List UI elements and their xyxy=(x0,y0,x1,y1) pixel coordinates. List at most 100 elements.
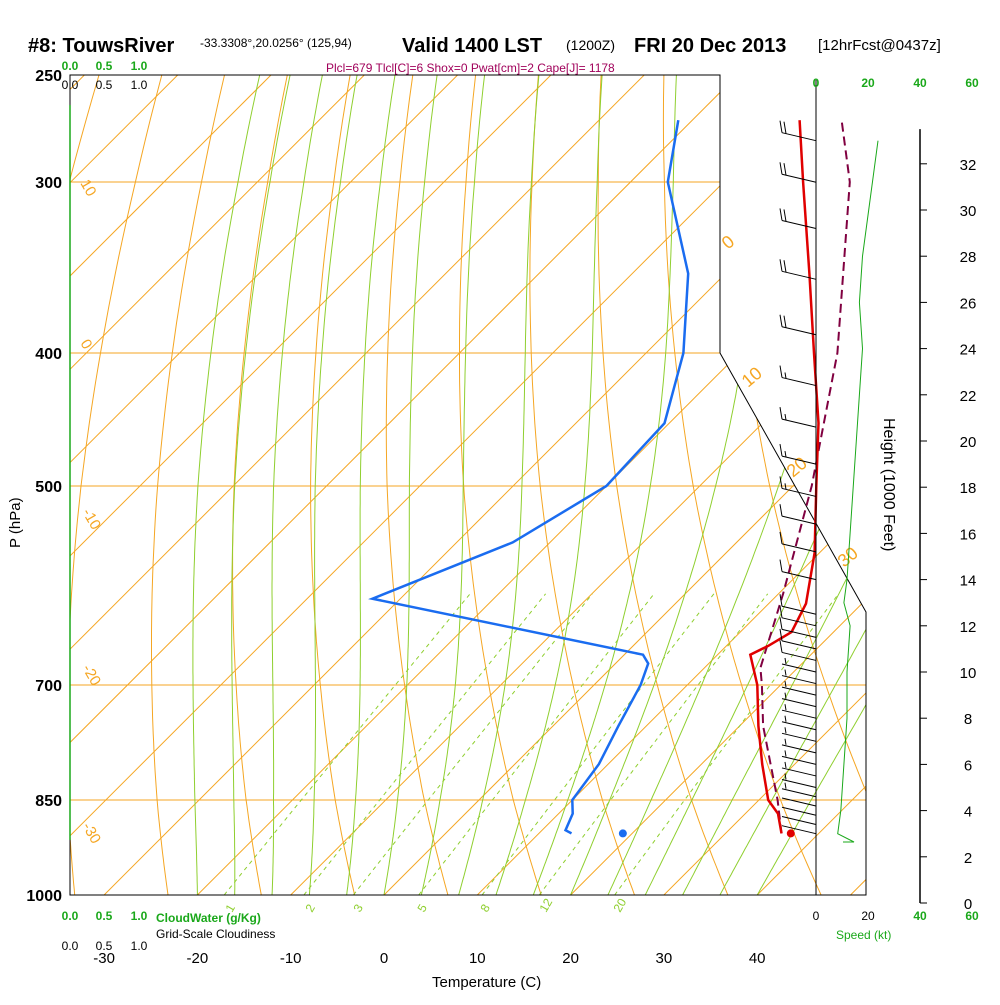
height-tick-label: 32 xyxy=(960,157,977,174)
wind-barb xyxy=(780,162,816,182)
mixing-ratio-label: 2 xyxy=(302,901,318,914)
grid-layer xyxy=(0,75,1000,895)
wind-barb xyxy=(780,407,816,427)
cloudiness-tick-label: 0.0 xyxy=(62,939,79,953)
temperature-tick-label: 40 xyxy=(749,950,766,967)
wind-barb-half-flag xyxy=(785,739,786,745)
wind-barb xyxy=(782,704,816,718)
temperature-trace xyxy=(750,120,818,833)
wind-barb-staff xyxy=(782,641,816,649)
cloudwater-tick-label: 0.0 xyxy=(62,909,79,923)
speed-tick-label: 20 xyxy=(861,909,875,923)
wind-barb-flag xyxy=(780,259,782,271)
wind-barb-staff xyxy=(782,652,816,660)
wind-barb-half-flag xyxy=(785,750,786,756)
height-tick-label: 10 xyxy=(960,665,977,682)
sounding-indices: Plcl=679 Tlcl[C]=6 Shox=0 Pwat[cm]=2 Cap… xyxy=(326,61,615,75)
wind-barb-flag xyxy=(780,560,782,572)
temperature-tick-label: 10 xyxy=(469,950,486,967)
speed-tick-label: 40 xyxy=(913,76,927,90)
cloudiness-title: Grid-Scale Cloudiness xyxy=(156,927,275,941)
wind-barb-flag xyxy=(780,315,782,327)
dry-adiabat-line xyxy=(460,75,542,895)
wind-barb-flag xyxy=(784,260,786,272)
moist-adiabat-line xyxy=(496,75,602,895)
moist-adiabat-line xyxy=(421,75,484,895)
cloudiness-tick-label: 0.5 xyxy=(96,939,113,953)
pressure-tick-label: 700 xyxy=(35,678,62,695)
wind-barb-staff xyxy=(782,606,816,614)
mixing-ratio-line xyxy=(304,594,546,895)
height-tick-label: 6 xyxy=(964,757,972,774)
height-tick-label: 28 xyxy=(960,249,977,266)
wind-barb-flag xyxy=(780,617,782,629)
wind-barb-staff xyxy=(782,733,816,741)
wind-barb-staff xyxy=(782,378,816,386)
dry-adiabat-line xyxy=(530,75,635,895)
speed-tick-label: 60 xyxy=(965,76,979,90)
isotherm-line xyxy=(0,75,458,895)
moist-adiabat-line xyxy=(683,75,1000,895)
wind-barb xyxy=(782,716,816,730)
wind-barb-half-flag xyxy=(785,670,786,676)
speed-tick-label: 20 xyxy=(861,76,875,90)
moist-adiabat-line xyxy=(571,75,764,895)
mixing-ratio-line xyxy=(482,594,714,895)
wind-barb xyxy=(782,774,816,788)
cloudiness-tick-label: 0.0 xyxy=(62,78,79,92)
surface-dewpoint-dot xyxy=(619,829,627,837)
wind-barb-staff xyxy=(782,133,816,141)
height-tick-label: 14 xyxy=(960,573,977,590)
mixing-ratio-label: 8 xyxy=(477,901,493,914)
forecast-info: [12hrFcst@0437z] xyxy=(818,37,941,54)
height-tick-label: 18 xyxy=(960,480,977,497)
wind-barb-flag xyxy=(784,163,786,175)
wind-barb xyxy=(782,783,816,797)
temperature-tick-label: 0 xyxy=(380,950,388,967)
speed-tick-label: 60 xyxy=(965,909,979,923)
isotherm-line xyxy=(384,75,1000,895)
mixing-ratio-line xyxy=(353,594,592,895)
dry-adiabat-label: 10 xyxy=(77,177,100,200)
cloudwater-title: CloudWater (g/Kg) xyxy=(156,911,261,925)
height-tick-label: 26 xyxy=(960,295,977,312)
wind-barb xyxy=(782,798,816,806)
mixing-ratio-label: 12 xyxy=(536,896,555,915)
wind-barb-flag xyxy=(780,444,782,456)
height-tick-label: 12 xyxy=(960,619,977,636)
cloudwater-tick-label: 0.0 xyxy=(62,59,79,73)
height-tick-label: 20 xyxy=(960,434,977,451)
wind-barb xyxy=(782,750,816,764)
wind-barb-staff xyxy=(782,798,816,806)
dry-adiabat-line xyxy=(978,75,1000,895)
wind-barb-staff xyxy=(782,174,816,182)
wind-barb xyxy=(782,816,816,824)
station-coords: -33.3308°,20.0256° (125,94) xyxy=(200,36,352,50)
wind-speed-trace xyxy=(838,141,878,842)
moist-adiabat-line xyxy=(720,75,1000,895)
isotherm-line xyxy=(11,75,831,895)
mixing-ratio-line xyxy=(224,594,470,895)
grid-clipped xyxy=(0,75,1000,895)
cloudwater-tick-label: 0.5 xyxy=(96,59,113,73)
height-axis-title: Height (1000 Feet) xyxy=(880,418,897,551)
height-tick-label: 4 xyxy=(964,804,972,821)
wind-barb-half-flag xyxy=(785,414,786,420)
isotherm-line xyxy=(0,75,738,895)
wind-barb-staff xyxy=(782,789,816,797)
wind-barb-half-flag xyxy=(785,483,786,489)
wind-barb-flag xyxy=(780,121,782,133)
dry-adiabat-line xyxy=(311,75,355,895)
valid-time: Valid 1400 LST xyxy=(402,35,542,57)
speed-tick-label: 0 xyxy=(813,909,820,923)
wind-barb-flag xyxy=(780,366,782,378)
height-tick-label: 2 xyxy=(964,850,972,867)
mixing-ratio-label: 5 xyxy=(414,901,430,914)
wind-barb-half-flag xyxy=(785,373,786,379)
wind-barb-flag xyxy=(780,504,782,516)
wind-barb-staff xyxy=(782,816,816,824)
wind-barb xyxy=(782,658,816,672)
wind-barb xyxy=(780,366,816,386)
